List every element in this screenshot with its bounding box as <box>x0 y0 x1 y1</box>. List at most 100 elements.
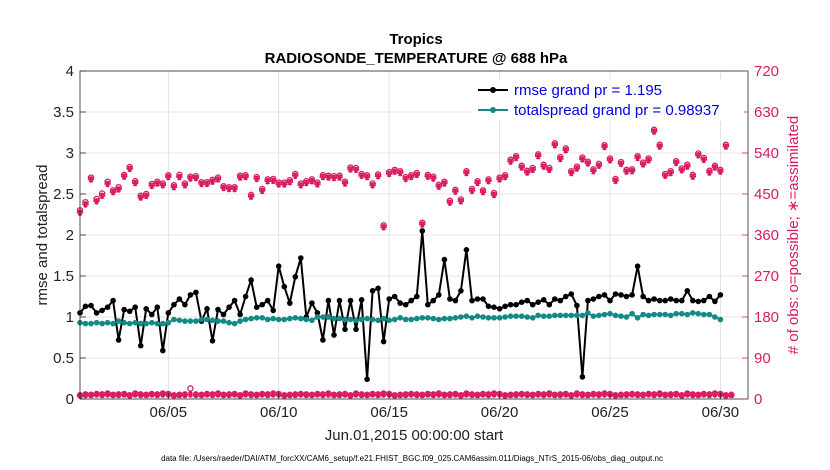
data-point <box>529 315 536 321</box>
obs-assimilated-marker <box>573 165 581 172</box>
obs-assimilated-marker <box>402 391 409 399</box>
data-point <box>712 298 718 305</box>
data-point <box>441 315 448 322</box>
obs-assimilated-marker <box>678 392 685 399</box>
data-point <box>353 317 359 324</box>
obs-assimilated-marker <box>584 391 592 399</box>
data-point <box>226 304 232 311</box>
obs-assimilated-marker <box>192 174 200 182</box>
series-1 <box>77 310 724 327</box>
data-point <box>634 315 641 321</box>
data-point <box>204 316 210 323</box>
obs-assimilated-marker <box>236 392 244 399</box>
data-point <box>679 297 685 304</box>
obs-assimilated-marker <box>137 391 144 399</box>
data-point <box>88 302 94 309</box>
obs-assimilated-marker <box>380 391 387 398</box>
data-point <box>275 263 282 270</box>
data-point <box>309 317 315 324</box>
legend-rmse-marker <box>490 87 496 93</box>
data-point <box>126 308 133 315</box>
obs-assimilated-marker <box>617 160 625 168</box>
obs-assimilated-marker <box>214 391 222 398</box>
obs-assimilated-marker <box>590 391 597 398</box>
obs-assimilated-marker <box>430 175 437 182</box>
obs-assimilated-marker <box>203 391 211 398</box>
obs-assimilated-marker <box>270 391 277 398</box>
data-point <box>552 296 558 302</box>
y-axis-label: rmse and totalspread <box>34 165 51 306</box>
data-point <box>292 315 299 321</box>
data-point <box>386 317 393 324</box>
y-right-tick-label: 0 <box>754 391 762 408</box>
obs-assimilated-marker <box>524 391 531 399</box>
obs-assimilated-marker <box>303 179 310 187</box>
data-point <box>259 315 266 321</box>
data-point <box>535 299 541 306</box>
obs-assimilated-marker <box>308 178 316 185</box>
data-point <box>149 319 155 326</box>
obs-assimilated-marker <box>176 391 183 399</box>
obs-assimilated-marker <box>137 194 144 201</box>
data-point <box>695 298 702 305</box>
data-point <box>253 304 260 311</box>
data-point <box>115 337 122 343</box>
obs-assimilated-marker <box>165 173 172 181</box>
obs-assimilated-marker <box>159 391 166 398</box>
obs-assimilated-marker <box>154 391 161 399</box>
obs-assimilated-marker <box>573 391 581 398</box>
data-point <box>364 315 370 322</box>
obs-assimilated-marker <box>706 169 713 176</box>
data-point <box>231 297 238 304</box>
obs-assimilated-marker <box>319 391 327 399</box>
obs-assimilated-marker <box>336 174 343 181</box>
obs-assimilated-marker <box>358 172 365 179</box>
data-point <box>231 320 238 327</box>
data-point <box>540 313 547 320</box>
x-axis-label: Jun.01,2015 00:00:00 start <box>325 427 504 444</box>
chart-subtitle: RADIOSONDE_TEMPERATURE @ 688 hPa <box>265 50 568 67</box>
data-point <box>402 316 409 323</box>
data-point <box>469 315 475 321</box>
obs-assimilated-marker <box>408 173 415 181</box>
data-point <box>165 319 172 326</box>
obs-assimilated-marker <box>645 157 652 164</box>
data-point <box>480 296 486 302</box>
data-point <box>176 317 183 324</box>
obs-assimilated-marker <box>198 180 205 188</box>
obs-assimilated-marker <box>452 188 459 195</box>
data-point <box>585 297 591 304</box>
obs-assimilated-marker <box>706 391 713 399</box>
data-point <box>563 312 569 319</box>
data-point <box>237 311 243 318</box>
data-point <box>237 318 243 324</box>
data-point <box>402 301 409 308</box>
obs-assimilated-marker <box>220 184 227 192</box>
data-point <box>640 293 646 300</box>
obs-assimilated-marker <box>601 391 608 398</box>
obs-assimilated-marker <box>535 391 542 398</box>
obs-assimilated-marker <box>408 391 415 398</box>
data-point <box>408 297 415 304</box>
obs-assimilated-marker <box>247 193 255 200</box>
obs-assimilated-marker <box>115 186 122 193</box>
data-point <box>430 297 437 304</box>
data-point <box>253 315 260 321</box>
obs-assimilated-marker <box>551 391 558 399</box>
data-point <box>242 293 249 300</box>
data-point <box>342 316 348 323</box>
obs-assimilated-marker <box>82 201 89 208</box>
obs-assimilated-marker <box>446 199 454 206</box>
data-point <box>154 304 161 311</box>
y-tick-label: 0.5 <box>53 350 74 367</box>
obs-assimilated-marker <box>590 168 597 175</box>
data-point <box>82 320 89 327</box>
data-point <box>126 320 133 327</box>
obs-assimilated-marker <box>369 182 376 189</box>
obs-assimilated-marker <box>209 178 216 185</box>
data-point <box>524 314 530 320</box>
data-point <box>695 310 702 317</box>
series-0 <box>77 228 724 383</box>
obs-assimilated-marker <box>231 185 238 193</box>
data-point <box>458 314 464 320</box>
